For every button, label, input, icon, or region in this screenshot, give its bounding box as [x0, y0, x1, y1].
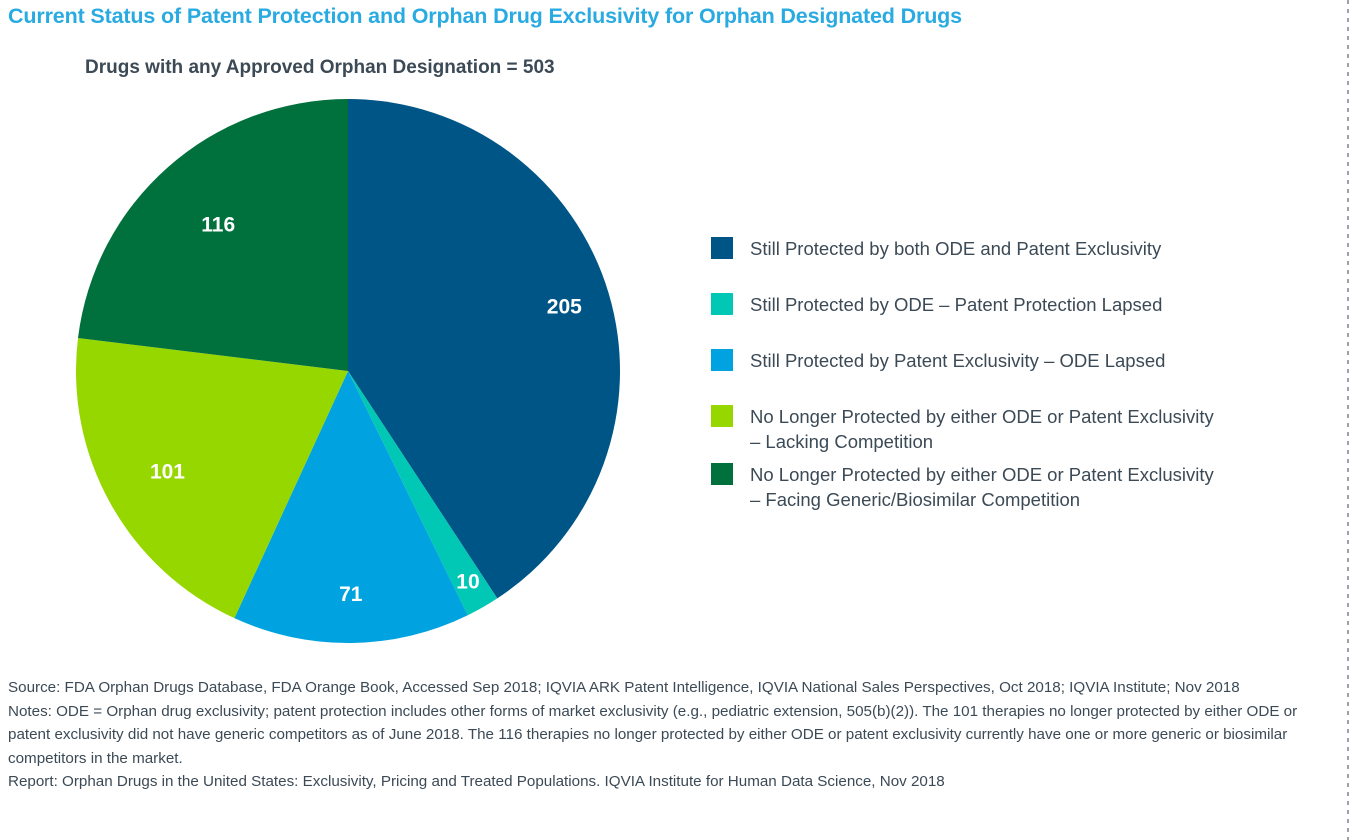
- legend-item-patent-only[interactable]: Still Protected by Patent Exclusivity – …: [711, 348, 1321, 373]
- footnote-source: Source: FDA Orphan Drugs Database, FDA O…: [8, 679, 1240, 696]
- legend-item-lacking-competition[interactable]: No Longer Protected by either ODE or Pat…: [711, 404, 1321, 454]
- legend-label: No Longer Protected by either ODE or Pat…: [750, 406, 1214, 452]
- legend-swatch-icon: [711, 293, 733, 315]
- pie-chart-svg: 205 10 71 101 116: [76, 99, 621, 643]
- chart-subtitle: Drugs with any Approved Orphan Designati…: [85, 57, 555, 78]
- pie-slice[interactable]: [348, 99, 621, 599]
- page-title: Current Status of Patent Protection and …: [8, 4, 962, 28]
- footnotes: Source: FDA Orphan Drugs Database, FDA O…: [8, 676, 1338, 794]
- pie-slice-label: 116: [201, 213, 235, 236]
- legend: Still Protected by both ODE and Patent E…: [711, 236, 1321, 520]
- legend-label: Still Protected by Patent Exclusivity – …: [750, 350, 1166, 371]
- pie-slices: [76, 99, 621, 643]
- pie-slice-label: 10: [456, 570, 479, 593]
- pie-slice[interactable]: [348, 371, 498, 616]
- legend-swatch-icon: [711, 405, 733, 427]
- pie-slice[interactable]: [234, 371, 468, 643]
- legend-item-both-ode-patent[interactable]: Still Protected by both ODE and Patent E…: [711, 236, 1321, 261]
- pie-slice-label: 205: [547, 295, 582, 318]
- legend-swatch-icon: [711, 463, 733, 485]
- pie-slice[interactable]: [76, 337, 348, 619]
- legend-label: No Longer Protected by either ODE or Pat…: [750, 464, 1214, 510]
- pie-chart: 205 10 71 101 116: [76, 97, 622, 645]
- footnote-report: Report: Orphan Drugs in the United State…: [8, 773, 945, 790]
- pie-slice-label: 71: [339, 583, 363, 606]
- legend-label: Still Protected by both ODE and Patent E…: [750, 238, 1162, 259]
- pie-slice[interactable]: [78, 99, 348, 371]
- page-edge-rule: [1347, 0, 1349, 840]
- legend-swatch-icon: [711, 237, 733, 259]
- pie-data-labels: 205 10 71 101 116: [150, 213, 582, 606]
- footnote-notes: Notes: ODE = Orphan drug exclusivity; pa…: [8, 702, 1298, 767]
- legend-item-facing-competition[interactable]: No Longer Protected by either ODE or Pat…: [711, 462, 1321, 512]
- legend-item-ode-only[interactable]: Still Protected by ODE – Patent Protecti…: [711, 292, 1321, 317]
- legend-label: Still Protected by ODE – Patent Protecti…: [750, 294, 1163, 315]
- pie-slice-label: 101: [150, 461, 185, 484]
- legend-swatch-icon: [711, 349, 733, 371]
